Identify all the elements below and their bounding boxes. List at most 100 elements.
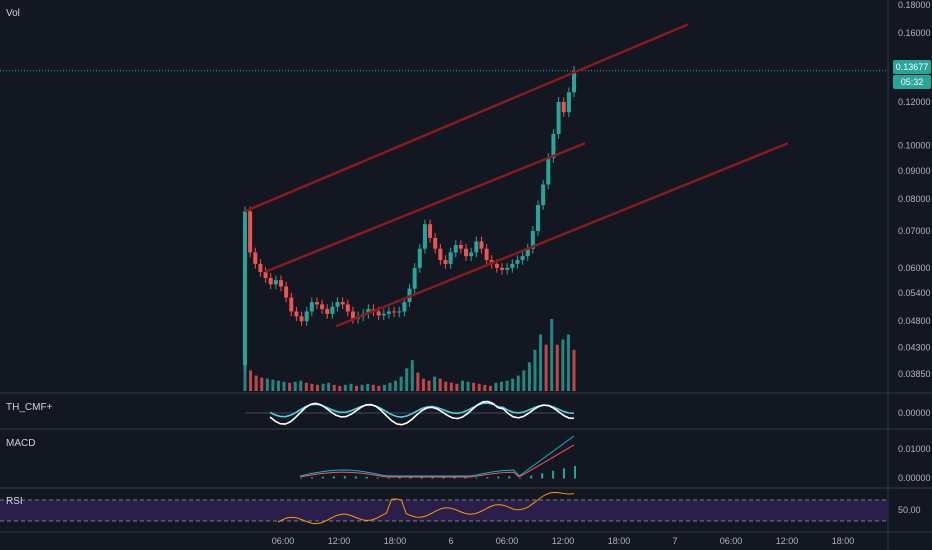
- macd-histogram-bar: [552, 470, 555, 479]
- candle-body: [453, 245, 458, 253]
- volume-bar: [455, 383, 459, 391]
- volume-bar: [494, 382, 498, 391]
- macd-line: [299, 435, 575, 477]
- volume-bar: [477, 383, 481, 391]
- candle-body: [551, 133, 556, 158]
- candle-body: [392, 311, 397, 313]
- macd-histogram-bar: [519, 478, 522, 479]
- macd-histogram-bar: [453, 476, 456, 479]
- price-tick-label: 0.09000: [898, 166, 931, 176]
- candle-body: [448, 252, 453, 264]
- candle-body: [428, 224, 433, 238]
- candle-body: [263, 271, 268, 279]
- macd-tick-label: 0.01000: [898, 444, 931, 454]
- candle-body: [397, 311, 402, 313]
- macd-histogram-bar: [398, 477, 401, 479]
- time-tick-label: 18:00: [384, 536, 407, 546]
- price-tick-label: 0.04300: [898, 343, 931, 353]
- candle-body: [340, 302, 345, 305]
- candle-body: [422, 224, 427, 249]
- volume-bar: [550, 319, 554, 391]
- candle-body: [350, 311, 355, 319]
- candle-body: [273, 280, 278, 285]
- candle-body: [464, 248, 469, 257]
- candle-body: [530, 230, 535, 249]
- macd-histogram-bar: [508, 476, 511, 479]
- macd-histogram-bar: [486, 477, 489, 479]
- macd-tick-label: 0.00000: [898, 473, 931, 483]
- candle-body: [253, 252, 258, 264]
- candle-body: [299, 316, 304, 322]
- candle-body: [474, 241, 479, 253]
- price-tick-label: 0.10000: [898, 141, 931, 151]
- candle-body: [376, 311, 381, 316]
- candle-body: [572, 70, 576, 93]
- macd-histogram-bar: [376, 477, 379, 479]
- volume-bar: [276, 380, 280, 391]
- volume-bar: [438, 378, 442, 391]
- macd-histogram-bar: [300, 478, 302, 479]
- candle-body: [541, 184, 546, 206]
- rsi-line: [277, 491, 575, 525]
- candle-body: [561, 102, 566, 113]
- candle-body: [433, 237, 438, 249]
- candle-body: [243, 211, 247, 365]
- volume-bar: [544, 344, 548, 391]
- price-tick-label: 0.07000: [898, 226, 931, 236]
- candle-body: [386, 311, 391, 314]
- volume-bar: [293, 381, 297, 391]
- candle-body: [520, 256, 525, 261]
- volume-bar: [460, 380, 464, 391]
- price-tick-label: 0.03850: [898, 369, 931, 379]
- volume-bar: [466, 381, 470, 391]
- macd-histogram-bar: [475, 477, 478, 479]
- volume-bar: [271, 379, 275, 391]
- volume-bar: [377, 385, 381, 391]
- volume-bar: [511, 378, 515, 391]
- candle-body: [278, 280, 283, 287]
- time-tick-label: 12:00: [776, 536, 799, 546]
- rsi-pane-label: RSI: [6, 496, 23, 507]
- macd-histogram-bar: [387, 477, 390, 479]
- candle-body: [443, 260, 448, 264]
- price-tick-label: 0.05400: [898, 288, 931, 298]
- volume-bar: [394, 380, 398, 391]
- time-tick-label: 06:00: [496, 536, 519, 546]
- volume-bar: [472, 382, 476, 391]
- volume-bar: [488, 385, 492, 391]
- volume-bar: [516, 375, 520, 391]
- time-tick-label: 12:00: [552, 536, 575, 546]
- candle-body: [505, 267, 510, 270]
- volume-bar: [483, 384, 487, 391]
- volume-bar: [561, 339, 565, 391]
- price-tick-label: 0.04800: [898, 316, 931, 326]
- volume-bar: [505, 380, 509, 391]
- volume-bar: [572, 349, 576, 391]
- candle-body: [566, 92, 571, 113]
- time-tick-label: 06:00: [720, 536, 743, 546]
- countdown-tag: 05:32: [893, 75, 931, 89]
- volume-bar: [315, 384, 319, 391]
- volume-bar: [343, 384, 347, 391]
- candle-body: [515, 260, 520, 264]
- volume-bar: [433, 376, 437, 391]
- candle-body: [484, 248, 489, 261]
- volume-bar: [288, 382, 292, 391]
- candle-body: [320, 304, 325, 310]
- candle-body: [335, 302, 340, 307]
- macd-histogram-bar: [464, 477, 467, 479]
- volume-bar: [539, 334, 543, 391]
- macd-histogram-bar: [354, 476, 357, 479]
- cmf-tick-label: 0.00000: [898, 408, 931, 418]
- volume-bar: [355, 385, 359, 391]
- time-tick-label: 6: [448, 536, 453, 546]
- price-tick-label: 0.08000: [898, 194, 931, 204]
- main-pane-label: Vol: [6, 8, 20, 19]
- channel-line: [264, 142, 586, 274]
- volume-bar: [249, 370, 253, 391]
- macd-histogram-bar: [409, 476, 412, 479]
- candle-body: [479, 241, 484, 249]
- candle-body: [314, 302, 319, 305]
- volume-bar: [299, 380, 303, 391]
